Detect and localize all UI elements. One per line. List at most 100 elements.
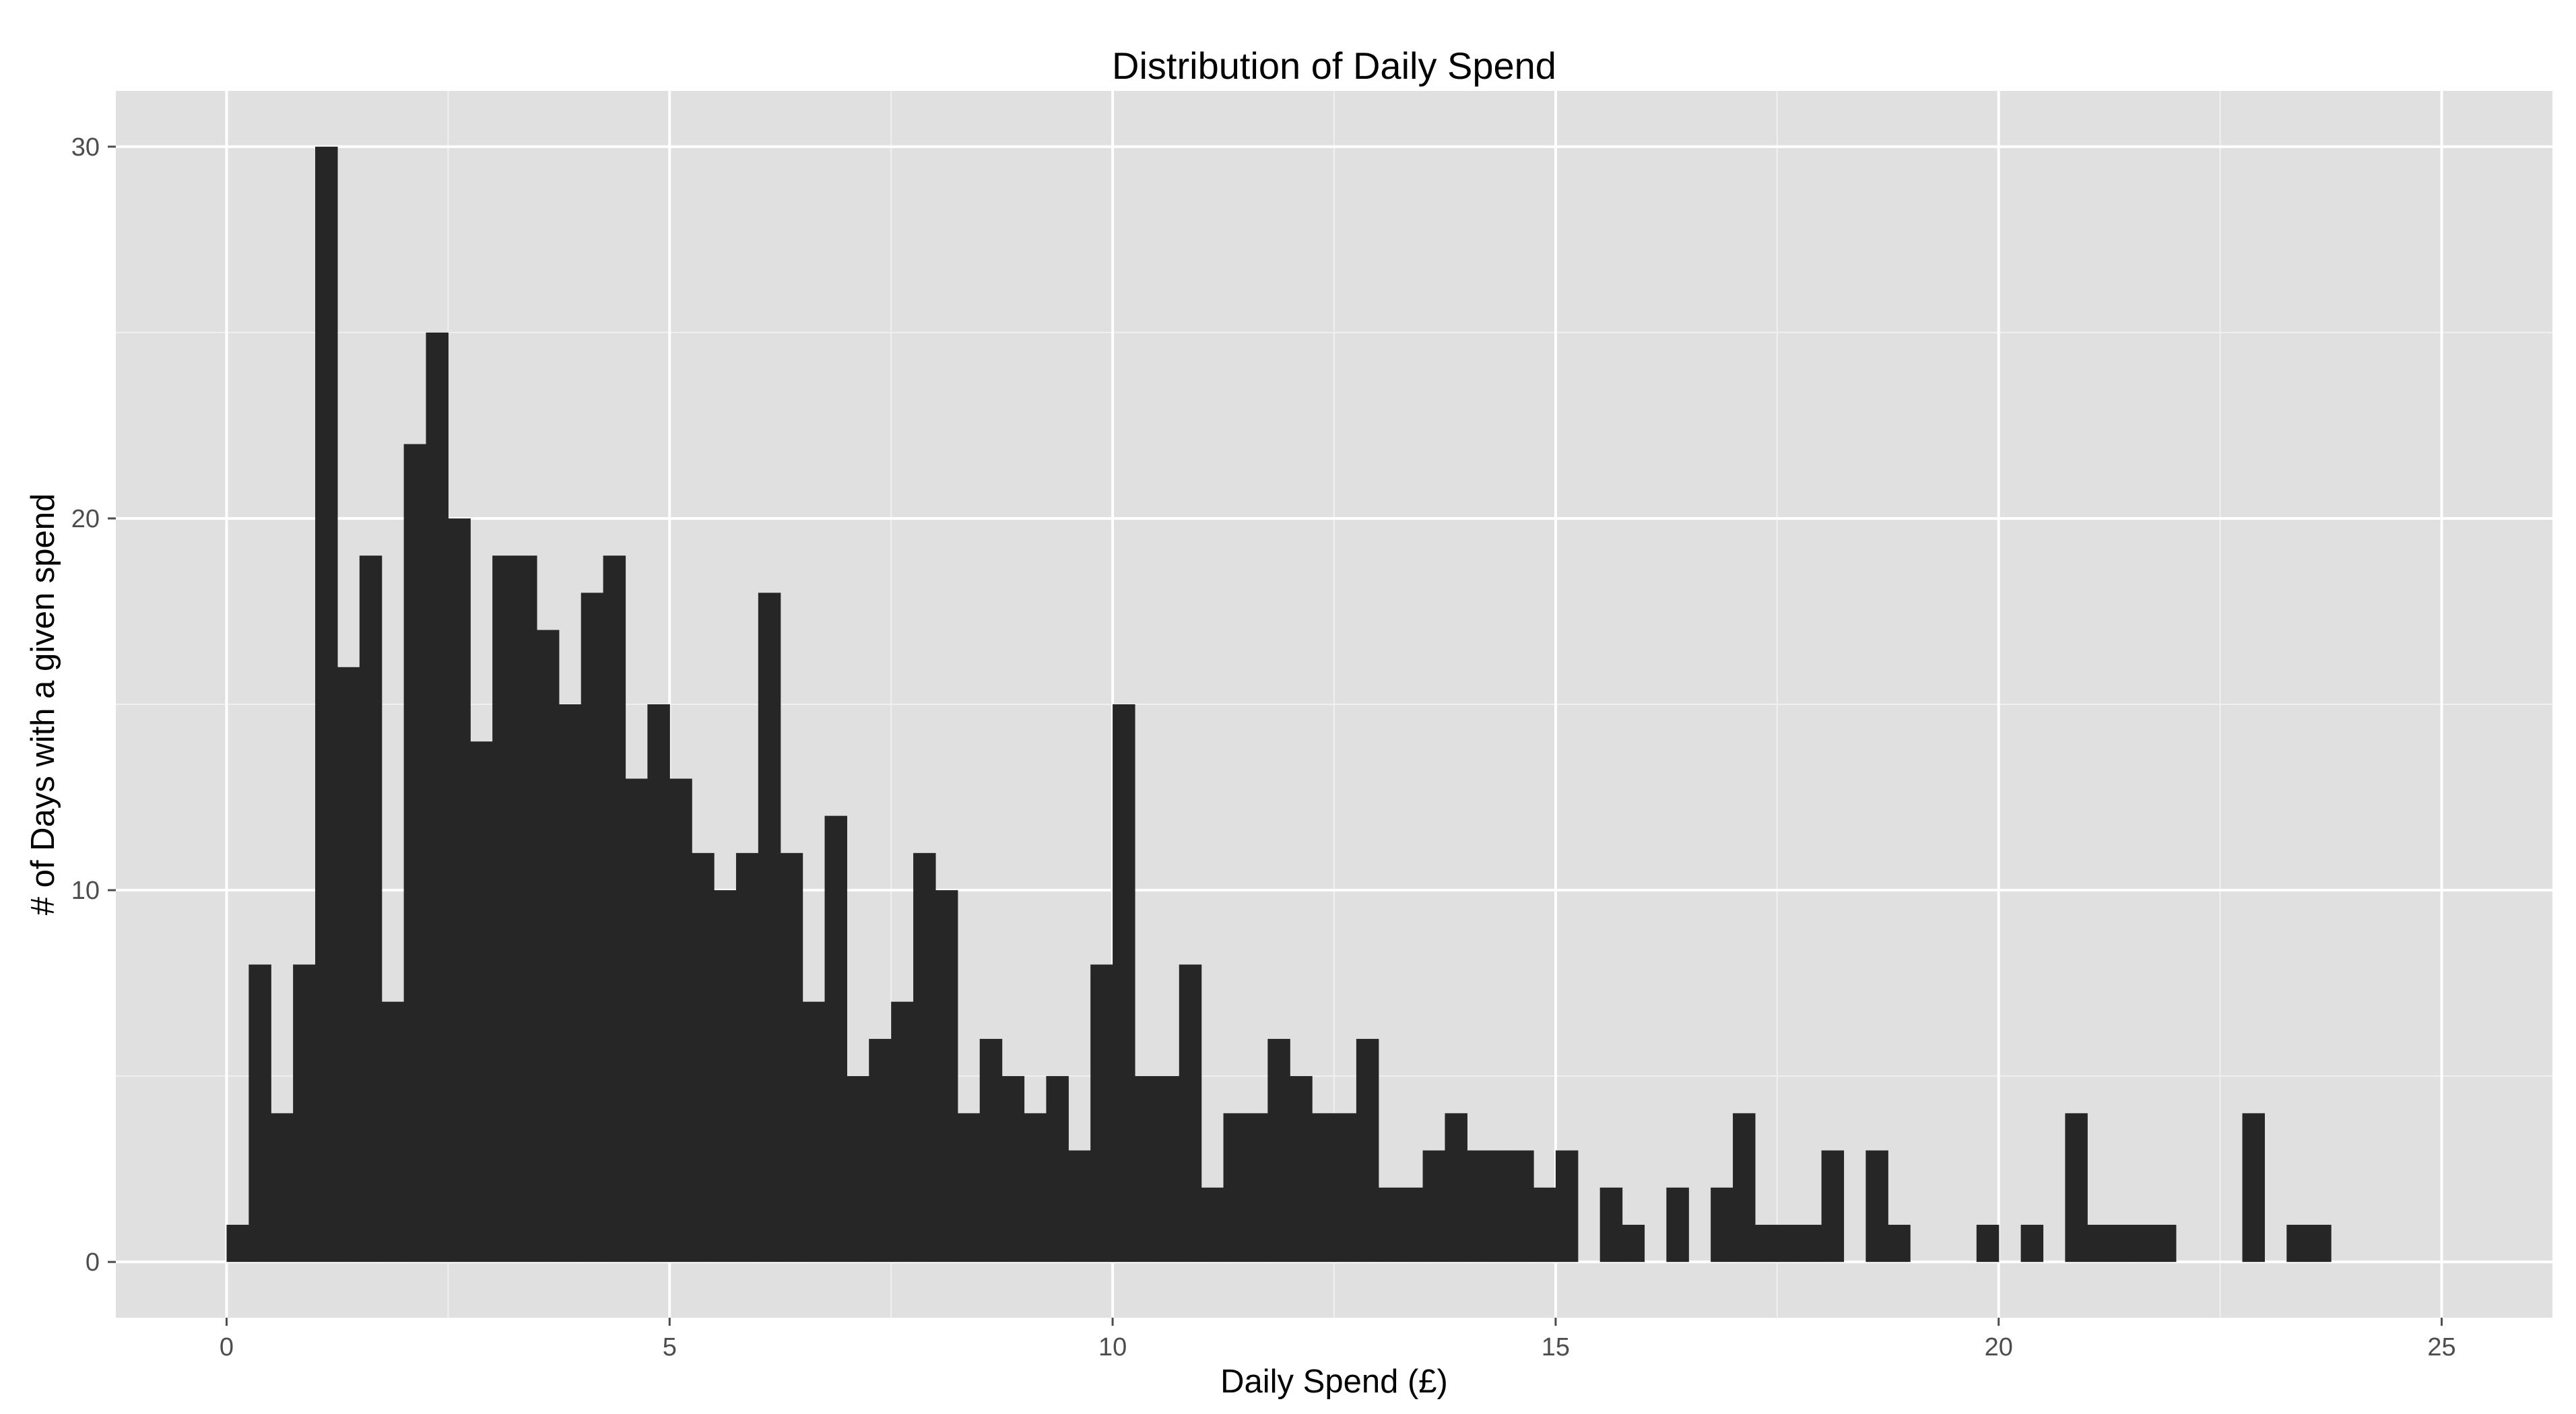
histogram-bar [1799,1224,1822,1262]
histogram-bar [735,852,759,1262]
histogram-bar [315,146,338,1262]
x-axis-label: Daily Spend (£) [1220,1364,1448,1400]
y-tick-label: 30 [71,133,100,162]
histogram-bar [1976,1224,2000,1262]
histogram-bar [1865,1150,1888,1262]
histogram-bar [2065,1113,2088,1262]
histogram-bar [492,556,515,1262]
histogram-bar [780,852,803,1262]
histogram-bar [1223,1113,1247,1262]
y-tick-label: 0 [86,1248,100,1277]
histogram-bar [891,1001,914,1262]
histogram-bar [226,1224,249,1262]
histogram-bar [1888,1224,1911,1262]
histogram-bar [1400,1187,1424,1262]
histogram-bar [714,890,737,1262]
x-tick-label: 0 [220,1333,234,1361]
histogram-bar [1156,1076,1180,1262]
histogram-bar [515,556,537,1262]
histogram-bar [847,1076,869,1262]
y-tick-label: 10 [71,877,100,905]
histogram-bar [293,964,316,1262]
x-tick-label: 15 [1542,1333,1570,1361]
histogram-bar [1533,1187,1556,1262]
histogram-bar [669,778,692,1262]
histogram-bar [381,1001,405,1262]
histogram-bar [1555,1150,1579,1262]
histogram-bar [1290,1076,1313,1262]
histogram-bar [1179,964,1202,1262]
histogram-bar [1001,1076,1025,1262]
histogram-bar [625,778,648,1262]
histogram-bar [249,964,271,1262]
histogram-bar [2020,1224,2044,1262]
histogram-bar [1134,1076,1158,1262]
histogram-bar [2087,1224,2110,1262]
histogram-bar [359,556,383,1262]
histogram-bar [1754,1224,1778,1262]
histogram-bar [558,704,582,1262]
histogram-bar [692,852,715,1262]
histogram-bar [1068,1150,1091,1262]
histogram-bar [647,704,670,1262]
histogram-bar [1378,1187,1401,1262]
histogram-bar [1821,1150,1845,1262]
grid-minor [116,91,2552,1318]
histogram-bar [271,1113,294,1262]
histogram-bar [2109,1224,2132,1262]
histogram-bar [1046,1076,1069,1262]
histogram-bar [1445,1113,1467,1262]
histogram-bar [2309,1224,2332,1262]
histogram-bar [913,852,936,1262]
histogram-bar [581,593,604,1262]
histogram-bar [2132,1224,2154,1262]
histogram-bar [2153,1224,2177,1262]
bars [226,146,2332,1262]
histogram-bar [1090,964,1113,1262]
histogram-bar [1666,1187,1689,1262]
histogram-bar [1733,1113,1756,1262]
histogram-bar [536,630,560,1262]
x-tick-label: 5 [663,1333,677,1361]
histogram-bar [1245,1113,1268,1262]
histogram-bar [2242,1113,2266,1262]
x-tick-label: 10 [1098,1333,1127,1361]
histogram-bar [1267,1038,1290,1262]
x-axis-ticks: 0 5 10 15 20 25 [220,1318,2456,1361]
histogram-bar [1622,1224,1645,1262]
histogram-bar [979,1038,1003,1262]
histogram-bar [426,332,449,1262]
histogram-bar [1024,1113,1047,1262]
histogram-bar [470,741,493,1262]
y-axis-ticks: 0 10 20 30 [71,133,116,1277]
x-tick-label: 25 [2427,1333,2455,1361]
histogram-bar [824,815,847,1262]
histogram-bar [603,556,626,1262]
histogram-bar [1312,1113,1335,1262]
histogram-bar [1201,1187,1224,1262]
histogram-bar [1356,1038,1379,1262]
chart-title: Distribution of Daily Spend [1112,44,1556,87]
histogram-bar [957,1113,981,1262]
histogram-bar [1113,704,1135,1262]
histogram-bar [2286,1224,2309,1262]
histogram-bar [1334,1113,1357,1262]
y-tick-label: 20 [71,505,100,533]
histogram-bar [1711,1187,1733,1262]
histogram-bar [1422,1150,1446,1262]
histogram-bar [1777,1224,1800,1262]
histogram-bar [758,593,781,1262]
histogram-bar [1599,1187,1623,1262]
histogram-bar [869,1038,892,1262]
histogram-bar [448,518,471,1262]
histogram-bar [935,890,958,1262]
histogram-bar [403,444,427,1262]
histogram-bar [1467,1150,1490,1262]
histogram-bar [1511,1150,1534,1262]
y-axis-label: # of Days with a given spend [25,494,61,915]
x-tick-label: 20 [1985,1333,2013,1361]
histogram-bar [337,667,360,1262]
histogram-bar [802,1001,826,1262]
histogram-bar [1489,1150,1512,1262]
